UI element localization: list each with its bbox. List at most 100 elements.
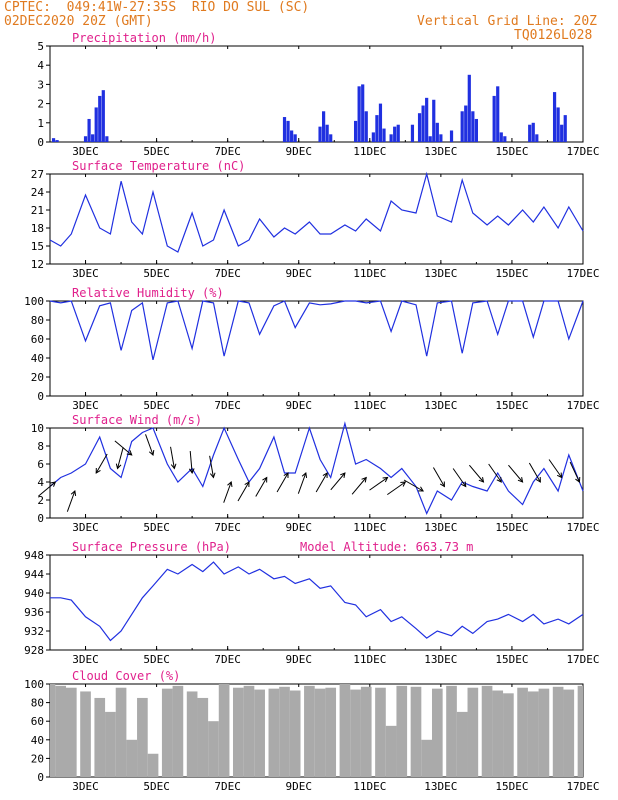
precip-bar [51, 138, 56, 142]
wind-arrow [145, 434, 154, 456]
wind-arrow-head [115, 463, 122, 470]
x-tick-label: 17DEC [566, 780, 599, 793]
x-tick-label: 9DEC [285, 653, 312, 666]
precip-bar [55, 140, 59, 142]
y-tick-label: 60 [31, 715, 44, 728]
panel-frame [49, 173, 584, 265]
precip-bar [290, 130, 294, 142]
wind-arrow-head [148, 449, 155, 456]
precip-bar [98, 95, 102, 142]
cloud-bar [147, 753, 159, 777]
precip-bar [325, 124, 329, 142]
y-tick-label: 6 [37, 458, 44, 471]
precip-bar [417, 113, 422, 142]
wind-arrow [452, 468, 467, 487]
x-tick-label: 17DEC [566, 521, 599, 534]
x-tick-label: 5DEC [143, 267, 170, 280]
precip-bar [467, 74, 471, 142]
precip-bar [449, 130, 454, 142]
panel-title: Precipitation (mm/h) [72, 31, 217, 45]
precip-bar [410, 124, 415, 142]
y-tick-label: 18 [31, 222, 44, 235]
wind-arrow-head [575, 476, 581, 483]
wind-arrow-head [517, 476, 524, 483]
y-tick-label: 21 [31, 204, 44, 217]
cloud-bar [467, 687, 479, 777]
wind-arrow-head [301, 472, 308, 479]
y-tick-label: 936 [24, 606, 44, 619]
wind-arrow-head [70, 490, 77, 497]
y-tick-label: 0 [37, 136, 44, 149]
wind-arrow [38, 481, 56, 497]
precip-bar [389, 134, 393, 142]
precip-bar [101, 90, 105, 142]
cloud-bar [527, 691, 539, 777]
precip-bar [556, 107, 560, 142]
x-tick-label: 15DEC [495, 780, 528, 793]
cloud-bar [421, 739, 432, 777]
y-tick-label: 24 [31, 186, 45, 199]
cloud-bar [232, 687, 244, 777]
wind-arrow-head [439, 481, 445, 488]
cloud-bar [80, 691, 91, 777]
y-tick-label: 5 [37, 40, 44, 53]
precip-bar [528, 124, 532, 142]
panel-frame [49, 300, 584, 397]
x-tick-label: 11DEC [353, 267, 386, 280]
x-tick-label: 9DEC [285, 399, 312, 412]
wind-arrow-head [209, 472, 216, 479]
wind-arrow [369, 477, 388, 491]
precip-bar [503, 136, 507, 142]
wind-arrow-head [95, 467, 101, 474]
wind-arrow [569, 461, 580, 483]
y-tick-label: 80 [31, 697, 44, 710]
precip-bar [531, 122, 535, 142]
wind-arrow [170, 446, 175, 469]
x-tick-label: 7DEC [214, 521, 241, 534]
wind-arrow-head [244, 481, 250, 488]
precip-bar [552, 92, 557, 142]
x-tick-label: 17DEC [566, 653, 599, 666]
precip-bar [364, 111, 368, 142]
y-tick-label: 3 [37, 78, 44, 91]
x-tick-label: 9DEC [285, 267, 312, 280]
cloud-bar [137, 697, 148, 777]
precip-bar [471, 111, 475, 142]
cloud-bar [161, 688, 173, 777]
wind-arrow [237, 481, 250, 502]
wind-arrow [297, 472, 307, 494]
x-tick-label: 11DEC [353, 653, 386, 666]
wind-arrow-head [361, 476, 367, 483]
y-tick-label: 40 [31, 734, 44, 747]
precip-bar [474, 118, 478, 142]
wind-arrow [351, 477, 367, 495]
wind-arrow [255, 477, 268, 497]
cloud-bar [50, 684, 56, 777]
precip-bar [357, 86, 361, 142]
wind-arrow-head [188, 468, 195, 475]
model-id-header: TQ0126L028 [514, 28, 593, 43]
cloud-bar [186, 691, 198, 777]
y-tick-label: 60 [31, 333, 44, 346]
x-tick-label: 5DEC [143, 521, 170, 534]
wind-arrow-head [478, 476, 485, 483]
y-tick-label: 1 [37, 117, 44, 130]
wind-arrow [403, 479, 424, 492]
precip-bar [421, 105, 425, 142]
precip-bar [361, 84, 365, 142]
cloud-bar [325, 687, 337, 777]
wind-arrow-head [126, 450, 133, 456]
wind-arrow [387, 481, 406, 496]
x-tick-label: 5DEC [143, 145, 170, 158]
y-tick-label: 12 [31, 258, 44, 271]
cloud-bar [94, 697, 106, 777]
x-tick-label: 17DEC [566, 145, 599, 158]
y-tick-label: 80 [31, 314, 44, 327]
cloud-bar [577, 685, 583, 777]
x-tick-label: 3DEC [72, 399, 99, 412]
cloud-bar [446, 685, 457, 777]
y-tick-label: 948 [24, 549, 44, 562]
wind-arrow-head [340, 472, 346, 479]
wind-arrow-head [496, 476, 502, 483]
